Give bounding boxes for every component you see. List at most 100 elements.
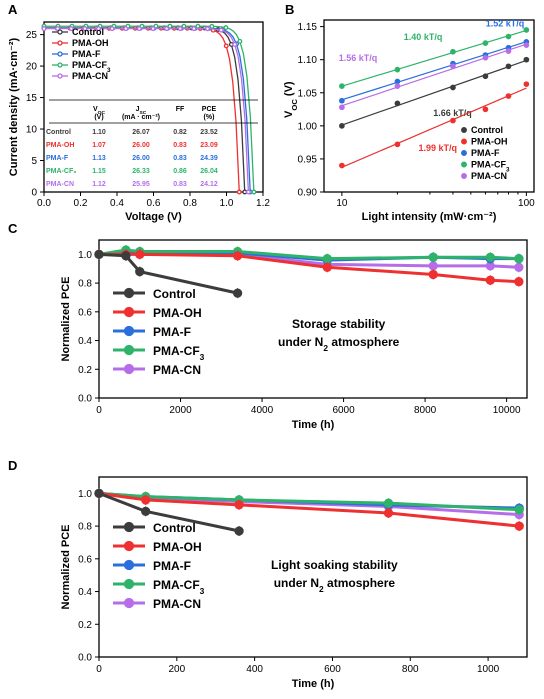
legend-marker bbox=[57, 29, 63, 35]
voc-point-Control bbox=[505, 63, 512, 70]
y-tick-label-D: 0.2 bbox=[78, 620, 92, 631]
voc-point-PMA-CN bbox=[339, 104, 345, 111]
x-tick-label-C: 8000 bbox=[414, 405, 437, 416]
table-header: VOC bbox=[93, 106, 105, 116]
stability-point-PMA-OH bbox=[485, 275, 495, 285]
jv-point-PMA-CF3 bbox=[195, 23, 201, 29]
voc-point-PMA-CN bbox=[450, 63, 456, 70]
y-axis-label-C: Normalized PCE bbox=[60, 277, 72, 362]
stability-line-Control bbox=[98, 252, 238, 295]
jv-point-PMA-CF3 bbox=[223, 25, 229, 31]
voc-point-PMA-F bbox=[339, 97, 345, 104]
jv-point-PMA-CN bbox=[136, 26, 142, 32]
table-cell: 26.04 bbox=[200, 168, 218, 175]
voc-point-Control bbox=[482, 73, 489, 80]
legend-marker bbox=[57, 40, 63, 46]
legend-label: Control bbox=[471, 125, 503, 135]
x-tick-label-A: 0.2 bbox=[74, 198, 88, 209]
x-tick-label-C: 4000 bbox=[251, 405, 274, 416]
voc-point-PMA-OH bbox=[394, 141, 401, 148]
jv-point-PMA-CN bbox=[150, 26, 156, 32]
table-header: FF bbox=[176, 106, 185, 113]
x-axis-label-C: Time (h) bbox=[292, 419, 335, 431]
stability-point-PMA-CF3 bbox=[383, 498, 394, 508]
x-tick-label-D: 600 bbox=[324, 664, 341, 675]
legend-label: PMA-F bbox=[72, 49, 101, 59]
y-tick-label-B: 1.10 bbox=[298, 55, 318, 66]
y-axis-label-B: VOC (V) bbox=[283, 81, 299, 118]
table-cell: 0.83 bbox=[173, 142, 187, 149]
x-tick-label-D: 0 bbox=[96, 664, 102, 675]
stability-point-PMA-OH bbox=[322, 262, 332, 272]
y-tick-label-D: 0.4 bbox=[78, 587, 92, 598]
legend-marker bbox=[123, 287, 135, 299]
annotation-line-2: under N2 atmosphere bbox=[278, 335, 400, 353]
legend-marker bbox=[123, 540, 135, 552]
voc-point-PMA-OH bbox=[339, 162, 345, 169]
y-axis-label-A: Current density (mA·cm⁻²) bbox=[8, 37, 20, 176]
y-tick-label-B: 0.90 bbox=[298, 188, 318, 199]
legend-label: PMA-CF3 bbox=[153, 344, 205, 362]
voc-point-PMA-F bbox=[394, 78, 401, 85]
table-cell: 1.07 bbox=[92, 142, 106, 149]
panel-D-frame bbox=[98, 476, 528, 658]
legend-marker bbox=[123, 306, 135, 318]
legend-label: PMA-CN bbox=[72, 71, 108, 81]
voc-point-PMA-CF3 bbox=[450, 48, 456, 55]
x-tick-label-B: 100 bbox=[518, 198, 535, 209]
legend-marker bbox=[123, 344, 135, 356]
annotation-D: Light soaking stability under N2 atmosphe… bbox=[271, 558, 398, 594]
stability-point-PMA-CF3 bbox=[485, 252, 495, 262]
x-tick-label-D: 800 bbox=[402, 664, 419, 675]
table-cell: 24.12 bbox=[200, 181, 218, 188]
stability-point-PMA-CN bbox=[514, 262, 524, 272]
voc-point-Control bbox=[523, 56, 530, 63]
x-tick-label-D: 400 bbox=[246, 664, 263, 675]
x-axis-label-B: Light intensity (mW·cm⁻²) bbox=[362, 211, 497, 223]
legend-label: PMA-F bbox=[471, 148, 500, 158]
y-tick-label-C: 0.2 bbox=[78, 365, 92, 376]
legend-label: PMA-CN bbox=[153, 363, 201, 377]
y-tick-label-D: 0.8 bbox=[78, 522, 92, 533]
jv-point-PMA-OH bbox=[236, 189, 242, 195]
fit-line-PMA-CF3 bbox=[341, 29, 527, 87]
x-tick-label-C: 10000 bbox=[493, 405, 521, 416]
panel-C-frame bbox=[98, 239, 528, 399]
voc-point-PMA-OH bbox=[450, 117, 456, 124]
stability-point-PMA-OH bbox=[514, 277, 524, 287]
slope-label-PMA-OH: 1.99 kT/q bbox=[419, 143, 458, 153]
stability-point-PMA-OH bbox=[141, 495, 151, 505]
legend-marker bbox=[57, 51, 63, 57]
table-cell: 26.07 bbox=[132, 129, 150, 136]
voc-point-PMA-OH bbox=[523, 81, 530, 88]
jv-point-PMA-CN bbox=[218, 27, 224, 33]
stability-point-Control bbox=[232, 288, 243, 298]
fit-line-PMA-CN bbox=[341, 43, 527, 107]
y-tick-label-C: 0.0 bbox=[78, 394, 92, 405]
y-tick-label-C: 0.8 bbox=[78, 279, 92, 290]
table-cell: 26.00 bbox=[132, 155, 150, 162]
table-header: (%) bbox=[204, 114, 215, 121]
stability-point-PMA-OH bbox=[514, 521, 524, 531]
voc-point-Control bbox=[450, 84, 456, 91]
legend-label: Control bbox=[153, 287, 196, 301]
legend-label: PMA-CN bbox=[153, 597, 201, 611]
annotation-line-1: Light soaking stability bbox=[271, 558, 398, 572]
jv-point-PMA-CN bbox=[109, 26, 115, 32]
legend-label: PMA-F bbox=[153, 325, 191, 339]
stability-point-PMA-CN bbox=[428, 261, 438, 271]
slope-label-PMA-CF3: 1.40 kT/q bbox=[404, 32, 443, 42]
voc-point-PMA-CF3 bbox=[523, 27, 530, 33]
voc-point-PMA-CN bbox=[394, 83, 401, 90]
jv-point-PMA-CN bbox=[232, 42, 238, 47]
stability-point-PMA-CF3 bbox=[514, 505, 524, 515]
table-cell: PMA-OH bbox=[46, 142, 74, 149]
table-cell: 26.33 bbox=[132, 168, 150, 175]
y-tick-label-A: 10 bbox=[26, 125, 38, 136]
legend-marker bbox=[123, 521, 135, 533]
table-cell: 25.95 bbox=[132, 181, 150, 188]
jv-point-PMA-CF3 bbox=[209, 23, 215, 29]
legend-marker bbox=[123, 578, 135, 590]
